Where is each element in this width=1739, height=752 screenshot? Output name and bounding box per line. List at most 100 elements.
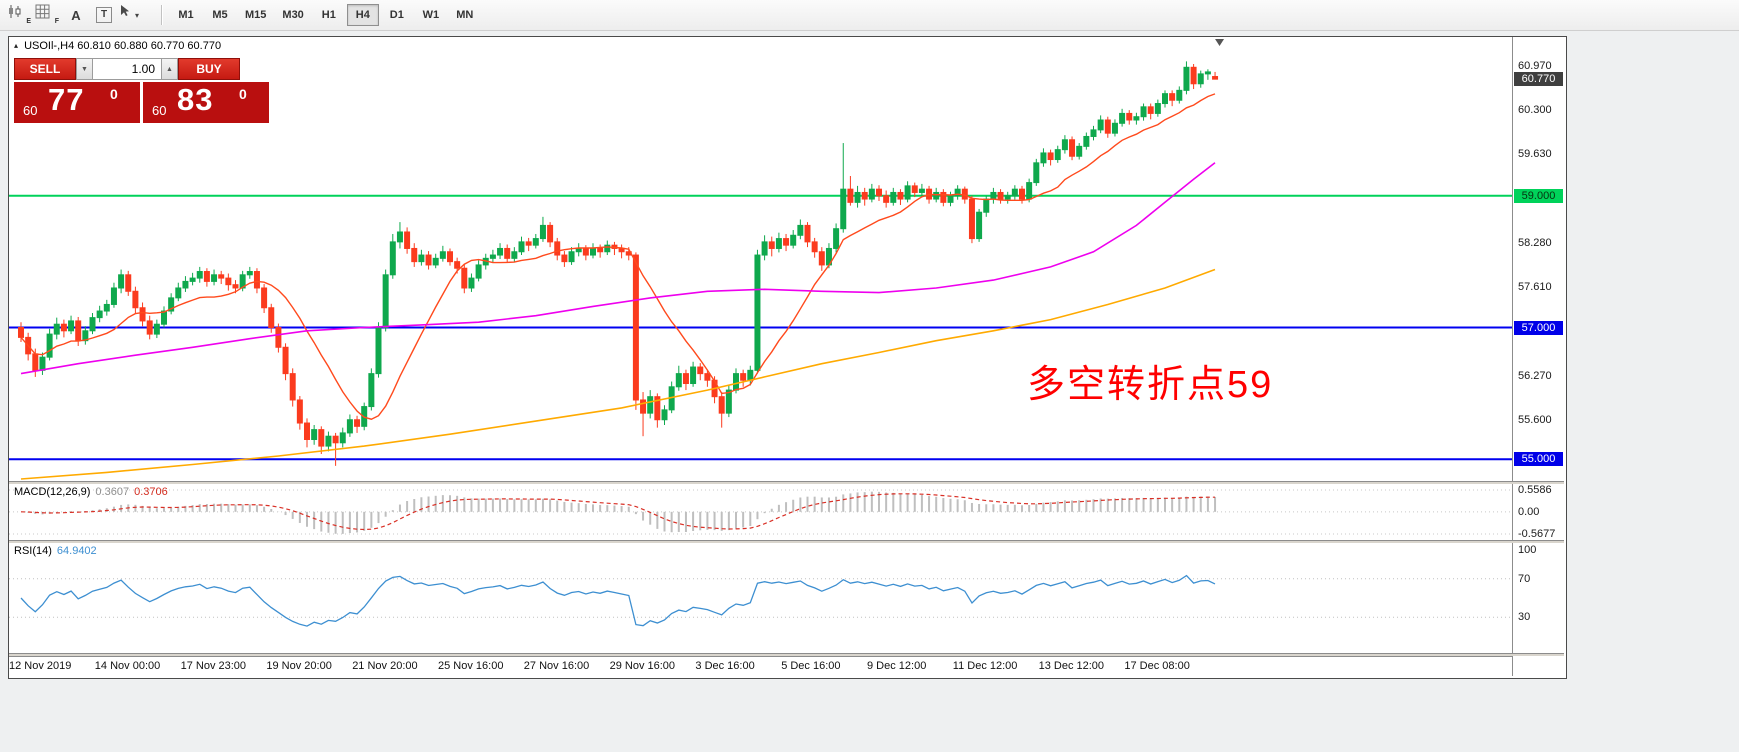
timeframe-button-m1[interactable]: M1 (178, 9, 194, 21)
rsi-chart[interactable] (9, 543, 1512, 653)
volume-decrease-button[interactable]: ▼ (76, 58, 93, 80)
candle (1162, 90, 1168, 108)
volume-down-icon: ▼ (81, 65, 88, 73)
candle (790, 230, 797, 249)
candle (804, 222, 811, 248)
time-label: 19 Nov 20:00 (266, 660, 332, 672)
rsi-axis-label: 100 (1518, 544, 1537, 556)
candle (1083, 132, 1090, 150)
timeframe-button-w1[interactable]: W1 (422, 9, 440, 21)
main-price-panel[interactable]: 多空转折点59 (9, 37, 1512, 481)
timeframe-button-m15[interactable]: M15 (245, 9, 267, 21)
candle (1147, 103, 1154, 120)
candle (461, 264, 468, 294)
candle (425, 251, 432, 270)
candle (118, 269, 125, 294)
time-label: 27 Nov 16:00 (523, 660, 590, 672)
candle (1204, 69, 1211, 80)
panel-splitter[interactable] (9, 540, 1564, 543)
candle (368, 368, 375, 411)
candle (1047, 149, 1054, 166)
trade-prices-row: 60 77 0 60 83 0 (14, 82, 276, 123)
candle (18, 322, 24, 343)
candle (1069, 136, 1076, 161)
candle (947, 191, 954, 207)
candle (1140, 103, 1147, 121)
candle (1076, 143, 1083, 160)
candle (325, 431, 332, 452)
candle (396, 222, 403, 249)
timeframe-button-mn[interactable]: MN (456, 9, 474, 21)
text-annotation-icon[interactable]: A (63, 4, 89, 26)
timeframe-button-h4[interactable]: H4 (346, 4, 379, 26)
candle (268, 303, 275, 333)
sell-button[interactable]: SELL (14, 58, 76, 80)
volume-increase-button[interactable]: ▲ (161, 58, 178, 80)
candle (675, 365, 682, 391)
boxed-t-glyph: T (96, 7, 112, 23)
time-axis[interactable]: 12 Nov 2019 14 Nov 00:00 17 Nov 23:00 19 No… (9, 656, 1512, 676)
timeframe-button-h1[interactable]: H1 (321, 9, 336, 21)
main-price-scale: 60.970 60.770 60.300 59.630 59.000 58.280 57.6… (1513, 37, 1565, 481)
candle (468, 273, 475, 292)
candle (196, 266, 203, 283)
candle (904, 181, 911, 203)
timeframe-button-m30[interactable]: M30 (282, 9, 304, 21)
candle (1054, 145, 1061, 163)
buy-price-tile[interactable]: 60 83 0 (143, 82, 269, 123)
macd-chart[interactable] (9, 484, 1512, 540)
buy-button[interactable]: BUY (178, 58, 240, 80)
collapse-icon[interactable]: ▴ (14, 41, 19, 50)
candle (818, 247, 825, 271)
candle (182, 276, 189, 292)
candle (404, 227, 411, 254)
candlestick-chart-icon[interactable]: E (7, 4, 33, 26)
candle (282, 343, 289, 381)
chart-shift-marker[interactable] (1215, 39, 1225, 46)
candle (890, 187, 897, 206)
trade-controls-row: SELL ▼ ▲ BUY (14, 58, 276, 80)
panel-splitter[interactable] (9, 653, 1564, 656)
macd-label: MACD(12,26,9) 0.3607 0.3706 (14, 486, 168, 498)
candle (590, 243, 596, 259)
candle (690, 361, 697, 387)
chart-window: ▴ USOIl-,H4 60.810 60.880 60.770 60.770 … (8, 36, 1567, 679)
candle (432, 253, 439, 269)
macd-name: MACD(12,26,9) (14, 486, 91, 498)
time-label: 21 Nov 20:00 (352, 660, 418, 672)
sell-price-prefix: 60 (23, 103, 38, 118)
grid-icon[interactable]: F (35, 4, 61, 26)
macd-panel[interactable]: MACD(12,26,9) 0.3607 0.3706 (9, 484, 1512, 540)
candle (68, 315, 75, 335)
price-scale-column[interactable]: 60.970 60.770 60.300 59.630 59.000 58.280 57.6… (1512, 37, 1564, 676)
candle (125, 270, 132, 296)
candle (447, 248, 453, 266)
candle (976, 208, 983, 242)
volume-input[interactable] (93, 58, 161, 80)
candle (318, 426, 325, 454)
candle (82, 326, 89, 345)
sell-price-tile[interactable]: 60 77 0 (14, 82, 140, 123)
panel-splitter[interactable] (9, 481, 1564, 484)
candle (525, 237, 532, 252)
candle (539, 216, 546, 242)
text-label-icon[interactable]: T (91, 4, 117, 26)
timeframe-button-m5[interactable]: M5 (212, 9, 228, 21)
candlestick-chart[interactable] (9, 37, 1512, 481)
candle (883, 190, 890, 208)
macd-axis-label: 0.00 (1518, 505, 1540, 518)
price-label: 59.630 (1518, 148, 1552, 161)
candle (511, 247, 518, 262)
rsi-scale: 100 70 30 (1513, 543, 1565, 653)
rsi-axis-label: 30 (1518, 611, 1531, 624)
time-label: 17 Dec 08:00 (1124, 660, 1190, 672)
candle (597, 244, 604, 258)
timeframe-button-d1[interactable]: D1 (389, 9, 404, 21)
rsi-panel[interactable]: RSI(14) 64.9402 (9, 543, 1512, 653)
cursor-tool-icon[interactable]: ▾ (119, 4, 153, 26)
candle (697, 363, 704, 381)
time-label: 13 Dec 12:00 (1038, 660, 1105, 672)
dropdown-caret-icon: ▾ (134, 10, 139, 20)
candle (1119, 108, 1126, 127)
candle (1126, 110, 1133, 125)
